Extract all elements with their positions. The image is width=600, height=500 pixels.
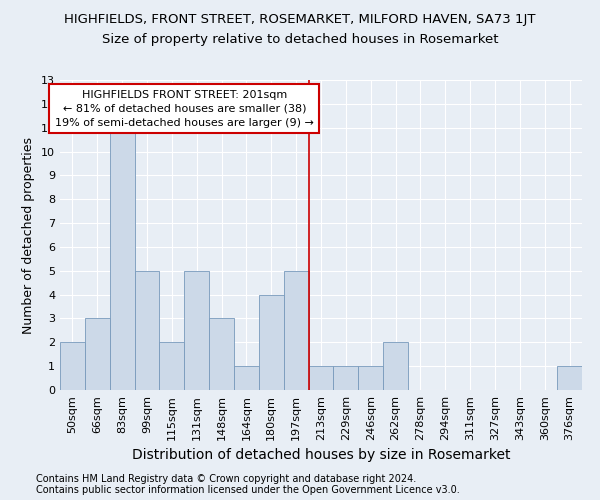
Text: Contains public sector information licensed under the Open Government Licence v3: Contains public sector information licen…	[36, 485, 460, 495]
Text: Size of property relative to detached houses in Rosemarket: Size of property relative to detached ho…	[102, 32, 498, 46]
Bar	[60, 342, 85, 390]
Bar	[383, 342, 408, 390]
Bar	[284, 271, 308, 390]
Bar	[358, 366, 383, 390]
Bar	[134, 271, 160, 390]
Bar	[110, 128, 134, 390]
Bar	[234, 366, 259, 390]
Text: Contains HM Land Registry data © Crown copyright and database right 2024.: Contains HM Land Registry data © Crown c…	[36, 474, 416, 484]
Text: HIGHFIELDS FRONT STREET: 201sqm
← 81% of detached houses are smaller (38)
19% of: HIGHFIELDS FRONT STREET: 201sqm ← 81% of…	[55, 90, 314, 128]
Y-axis label: Number of detached properties: Number of detached properties	[22, 136, 35, 334]
Bar	[557, 366, 582, 390]
Bar	[160, 342, 184, 390]
X-axis label: Distribution of detached houses by size in Rosemarket: Distribution of detached houses by size …	[132, 448, 510, 462]
Bar	[184, 271, 209, 390]
Bar	[334, 366, 358, 390]
Bar	[259, 294, 284, 390]
Bar	[209, 318, 234, 390]
Bar	[85, 318, 110, 390]
Text: HIGHFIELDS, FRONT STREET, ROSEMARKET, MILFORD HAVEN, SA73 1JT: HIGHFIELDS, FRONT STREET, ROSEMARKET, MI…	[64, 12, 536, 26]
Bar	[308, 366, 334, 390]
